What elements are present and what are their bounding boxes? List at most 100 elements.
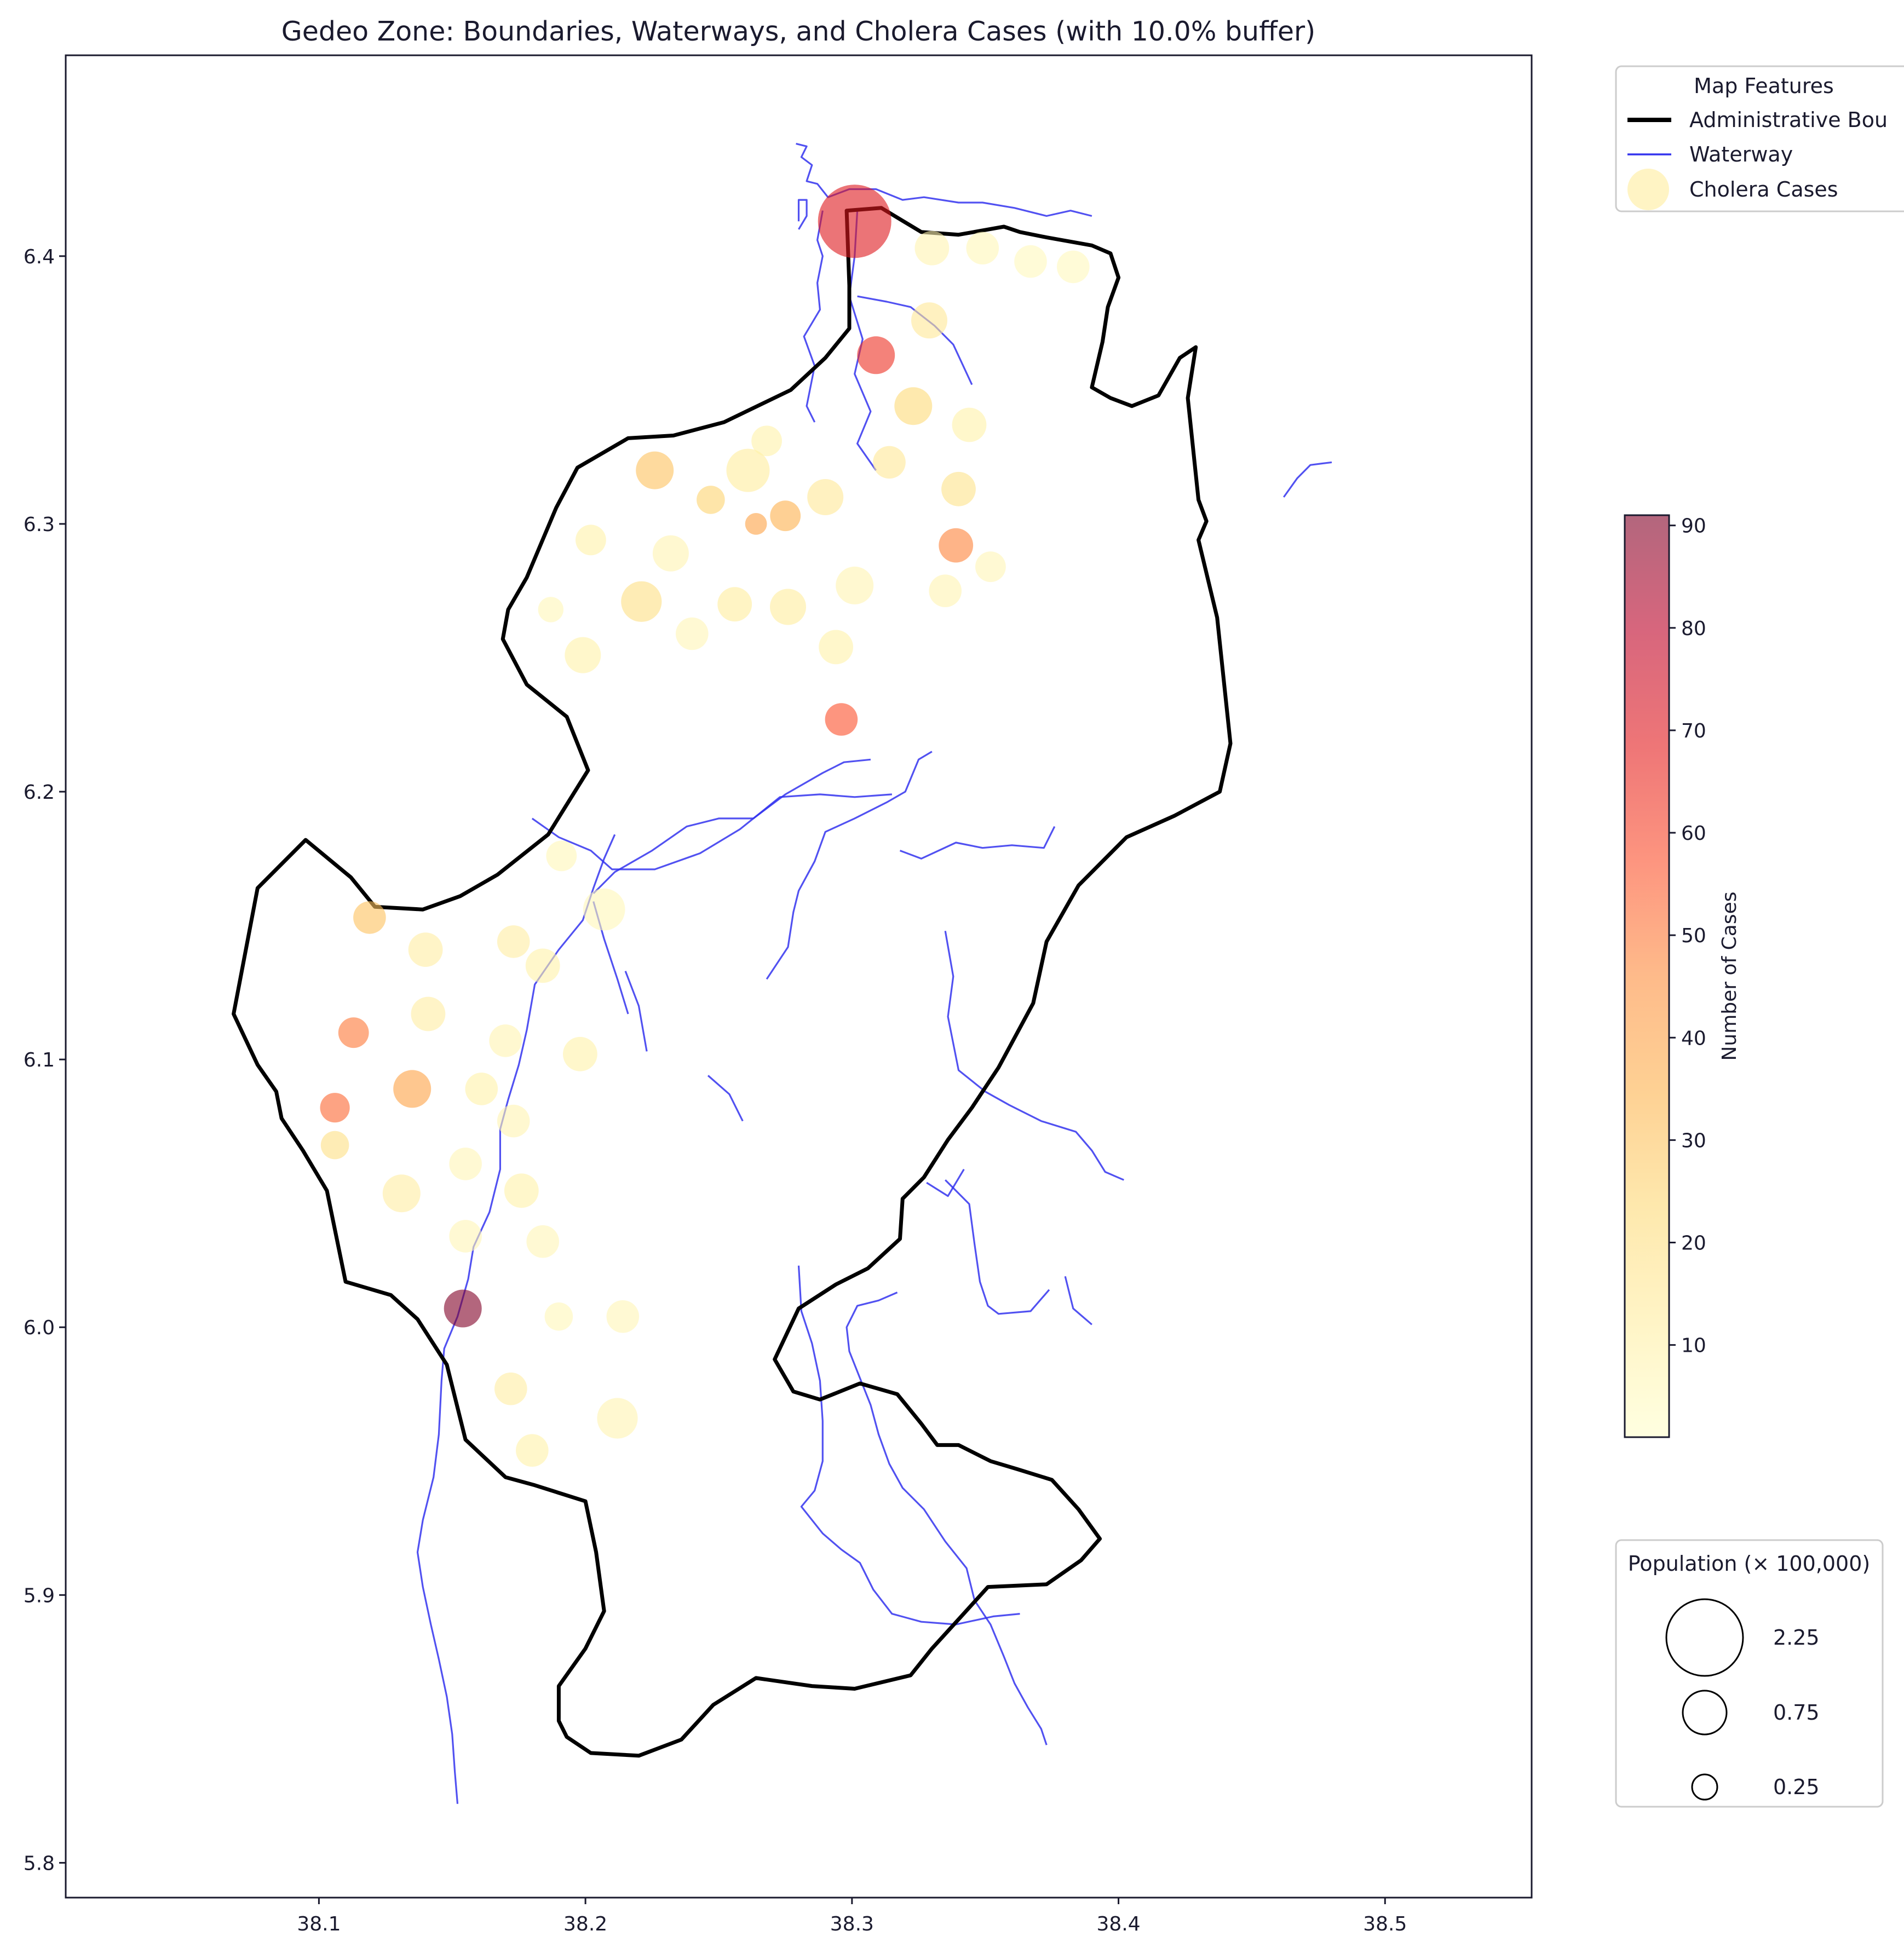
y-tick-label: 6.3 (24, 514, 55, 536)
colorbar-tick-label: 20 (1681, 1232, 1706, 1254)
case-marker-5 (1057, 250, 1090, 284)
waterway-15 (945, 1179, 1050, 1315)
population-size-medium (1682, 1690, 1728, 1736)
population-size-large (1665, 1598, 1744, 1677)
legend-cases-label: Cholera Cases (1689, 177, 1838, 201)
boundary-layer (232, 206, 1233, 1758)
case-marker-25 (621, 581, 662, 622)
population-size-small (1691, 1773, 1718, 1801)
case-marker-57 (320, 1131, 349, 1160)
case-marker-19 (576, 524, 606, 556)
legend-population: Population (× 100,000) 2.25 0.75 0.25 (1615, 1539, 1884, 1808)
case-marker-10 (726, 448, 770, 492)
case-marker-53 (606, 1300, 640, 1333)
case-marker-37 (525, 948, 560, 983)
axes-frame (65, 54, 1533, 1899)
y-tick-label: 6.1 (24, 1049, 55, 1071)
case-marker-14 (697, 486, 725, 514)
colorbar-tick-label: 50 (1681, 925, 1706, 947)
case-marker-1 (857, 336, 895, 374)
case-marker-47 (382, 1174, 421, 1213)
case-marker-51 (444, 1289, 482, 1328)
colorbar-ticks: 10 20 30 40 50 60 70 80 90 (1669, 515, 1706, 1357)
case-marker-39 (338, 1017, 369, 1048)
colorbar-tick-label: 70 (1681, 720, 1706, 742)
waterway-1 (797, 199, 808, 230)
case-marker-36 (583, 888, 625, 931)
y-tick-label: 6.0 (24, 1317, 55, 1339)
case-marker-24 (538, 597, 563, 622)
colorbar-tick-label: 10 (1681, 1335, 1706, 1357)
y-tick-label: 5.9 (24, 1584, 55, 1607)
population-label-small: 0.25 (1773, 1775, 1820, 1799)
case-marker-21 (836, 566, 874, 604)
case-marker-9 (636, 451, 674, 489)
case-marker-3 (966, 232, 999, 265)
waterway-6 (899, 826, 1056, 860)
population-label-large: 2.25 (1773, 1626, 1820, 1650)
colorbar-tick-label: 60 (1681, 822, 1706, 845)
case-marker-15 (770, 500, 801, 532)
case-marker-55 (597, 1398, 638, 1439)
case-marker-31 (825, 703, 858, 736)
case-marker-22 (929, 574, 962, 607)
waterway-0 (796, 142, 1092, 217)
case-marker-23 (975, 551, 1006, 583)
colorbar: 10 20 30 40 50 60 70 80 90 Number of Cases (1624, 514, 1741, 1438)
waterway-2 (803, 210, 824, 423)
legend-features-title: Map Features (1694, 74, 1834, 98)
waterway-9 (593, 758, 871, 895)
waterway-16 (1064, 1276, 1092, 1325)
case-marker-40 (489, 1024, 522, 1057)
y-axis: 5.8 5.9 6.0 6.1 6.2 6.3 6.4 (24, 246, 66, 1875)
case-marker-45 (497, 1104, 530, 1138)
population-label-medium: 0.75 (1773, 1701, 1820, 1725)
colorbar-gradient (1624, 514, 1670, 1438)
case-marker-26 (717, 587, 752, 622)
case-marker-7 (894, 387, 933, 425)
waterway-14 (926, 1168, 965, 1197)
waterway-5 (766, 751, 933, 980)
case-marker-52 (544, 1302, 573, 1331)
waterway-8 (416, 834, 616, 1804)
case-marker-8 (952, 407, 987, 442)
legend-waterway-label: Waterway (1689, 142, 1793, 166)
x-tick-label: 38.5 (1363, 1913, 1407, 1935)
x-axis: 38.1 38.2 38.3 38.4 38.5 (297, 1898, 1407, 1935)
case-marker-44 (320, 1093, 350, 1123)
chart-title: Gedeo Zone: Boundaries, Waterways, and C… (281, 16, 1316, 47)
y-tick-label: 6.4 (24, 246, 55, 268)
case-marker-50 (526, 1225, 559, 1258)
case-marker-46 (449, 1148, 482, 1180)
x-tick-label: 38.3 (830, 1913, 874, 1935)
case-marker-13 (941, 471, 976, 506)
y-tick-label: 5.8 (24, 1852, 55, 1875)
case-marker-27 (770, 589, 806, 625)
map-area (232, 142, 1332, 1804)
case-marker-33 (353, 901, 386, 934)
x-tick-label: 38.2 (563, 1913, 607, 1935)
case-marker-11 (751, 425, 782, 457)
case-marker-17 (745, 513, 767, 535)
case-marker-30 (819, 630, 853, 665)
case-marker-54 (494, 1372, 527, 1405)
case-marker-12 (873, 446, 906, 479)
case-marker-20 (652, 535, 689, 572)
cases-layer (320, 185, 1090, 1467)
waterway-13 (944, 931, 1124, 1181)
case-marker-43 (465, 1073, 498, 1105)
case-marker-49 (449, 1220, 482, 1253)
case-marker-28 (676, 617, 709, 650)
legend-cases-swatch (1627, 169, 1669, 210)
waterway-19 (1282, 461, 1332, 498)
case-marker-6 (911, 302, 947, 339)
case-marker-34 (408, 932, 443, 967)
waterway-18 (845, 1292, 1048, 1745)
case-marker-48 (504, 1173, 539, 1208)
case-marker-16 (807, 479, 844, 515)
case-marker-0 (818, 185, 891, 258)
case-marker-41 (563, 1036, 597, 1071)
x-tick-label: 38.1 (297, 1913, 341, 1935)
case-marker-32 (546, 840, 577, 872)
